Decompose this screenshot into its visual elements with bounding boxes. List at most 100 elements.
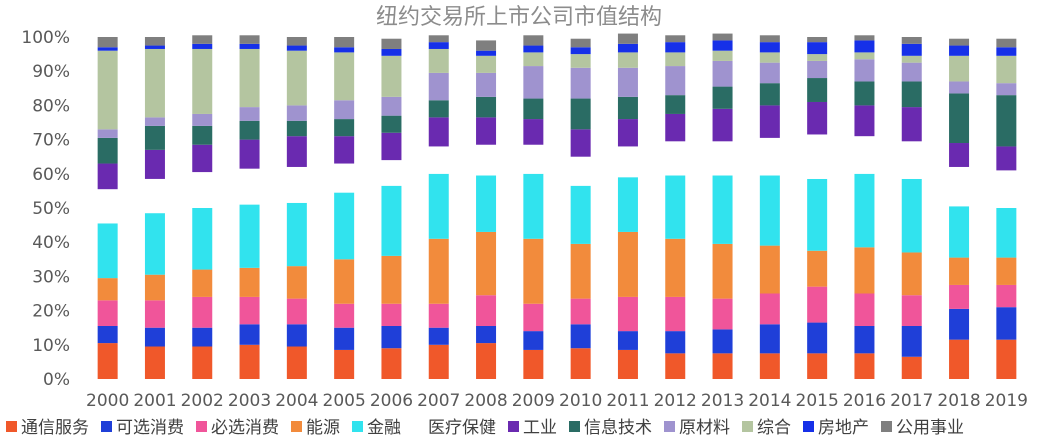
bar-segment	[381, 115, 402, 133]
bar-segment	[949, 81, 970, 94]
bar-segment	[97, 223, 118, 279]
bar-segment	[381, 185, 402, 256]
bar-segment	[239, 107, 260, 121]
bar-segment	[665, 95, 686, 114]
bar-segment	[617, 146, 638, 178]
legend: 通信服务 可选消费 必选消费 能源 金融 医疗保健 工业 信息技术 原材料 综合 房地产 公用事业	[6, 418, 964, 438]
bar-segment	[949, 166, 970, 207]
bar-segment	[239, 35, 260, 44]
bar-segment	[570, 324, 591, 349]
bar-segment	[239, 139, 260, 169]
bar-segment	[901, 43, 922, 56]
bar-segment	[759, 245, 780, 294]
bar-segment	[617, 33, 638, 44]
bar-segment	[97, 189, 118, 224]
bar-segment	[239, 43, 260, 49]
bar-segment	[949, 339, 970, 379]
y-axis: 0% 10% 20% 30% 40% 50% 60% 70% 80% 90% 100%	[21, 28, 70, 390]
legend-item: 通信服务	[6, 418, 89, 438]
bar-segment	[523, 119, 544, 145]
bar-segment	[144, 213, 165, 275]
bar-segment	[665, 238, 686, 297]
bar-segment	[239, 324, 260, 345]
bar-segment	[854, 325, 875, 354]
y-tick-label: 80%	[32, 96, 70, 116]
bar-segment	[949, 93, 970, 144]
bar-segment	[807, 322, 828, 354]
x-tick-label: 2000	[86, 391, 129, 411]
bar-segment	[334, 52, 355, 101]
legend-swatch	[196, 421, 207, 432]
bar-segment	[192, 172, 213, 208]
legend-item: 能源	[291, 418, 340, 438]
bar-segment	[523, 45, 544, 53]
legend-item: 必选消费	[196, 418, 279, 438]
bar-segment	[712, 175, 733, 244]
bar-segment	[949, 143, 970, 167]
bar-segment	[334, 349, 355, 379]
bar-segment	[854, 105, 875, 137]
bar-segment	[854, 293, 875, 326]
bar-segment	[759, 137, 780, 176]
bar-segment	[334, 259, 355, 304]
bar-segment	[712, 108, 733, 142]
y-tick-label: 30%	[32, 267, 70, 287]
y-tick-label: 70%	[32, 131, 70, 151]
bar-segment	[712, 329, 733, 354]
legend-item: 金融	[352, 418, 401, 438]
bar-segment	[665, 66, 686, 96]
bar-segment	[286, 37, 307, 46]
bar-segment	[381, 255, 402, 304]
bar-segment	[523, 173, 544, 239]
x-axis: 2000 2001 2002 2003 2004 2005 2006 2007 2008 2009…	[86, 391, 1028, 411]
bar-segment	[807, 101, 828, 135]
legend-swatch	[664, 421, 675, 432]
bar-segment	[523, 35, 544, 46]
bar-segment	[996, 83, 1017, 96]
bar-segment	[712, 40, 733, 51]
y-tick-label: 40%	[32, 233, 70, 253]
bar-segment	[286, 50, 307, 106]
x-tick-label: 2018	[937, 391, 980, 411]
legend-item: 可选消费	[101, 418, 184, 438]
bar-segment	[523, 52, 544, 67]
bar-segment	[523, 349, 544, 379]
bar-segment	[476, 40, 497, 51]
y-tick-label: 10%	[32, 336, 70, 356]
bar-segment	[476, 55, 497, 73]
bar-segment	[144, 327, 165, 347]
bar-segment	[617, 67, 638, 97]
x-tick-label: 2002	[181, 391, 224, 411]
bar-segment	[523, 66, 544, 99]
bar-segment	[665, 52, 686, 67]
bar-segment	[665, 296, 686, 332]
bar-segment	[428, 173, 449, 239]
bar-segment	[949, 206, 970, 258]
bar-segment	[192, 346, 213, 379]
bar-segment	[381, 96, 402, 116]
bar-segment	[996, 146, 1017, 171]
bar-segment	[428, 48, 449, 73]
bar-segment	[712, 86, 733, 109]
bar-segment	[996, 339, 1017, 379]
legend-label: 通信服务	[21, 418, 89, 438]
bar-segment	[334, 100, 355, 120]
bar-segment	[949, 38, 970, 46]
bar-segment	[97, 278, 118, 301]
bar-segment	[854, 173, 875, 248]
bar-segment	[192, 35, 213, 44]
bar-segment	[97, 137, 118, 164]
bar-segment	[476, 72, 497, 97]
bar-segment	[570, 243, 591, 299]
bar-segment	[192, 48, 213, 114]
y-tick-label: 0%	[43, 370, 70, 390]
bar-segment	[759, 83, 780, 106]
bar-segment	[570, 185, 591, 244]
bar-segment	[996, 284, 1017, 308]
y-tick-label: 20%	[32, 302, 70, 322]
bar-segment	[617, 177, 638, 232]
bar-segment	[759, 105, 780, 138]
legend-label: 能源	[306, 418, 340, 438]
bar-segment	[854, 136, 875, 174]
bar-segment	[334, 37, 355, 48]
